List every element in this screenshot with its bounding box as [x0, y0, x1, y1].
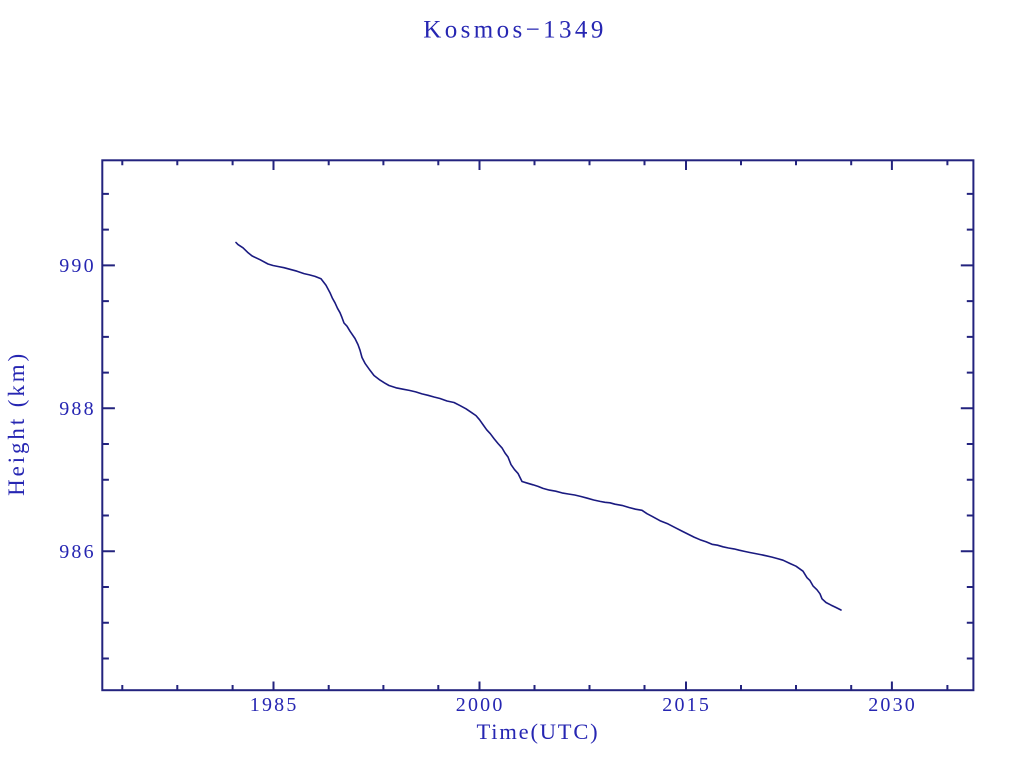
svg-text:2015: 2015: [662, 694, 711, 716]
svg-text:Time(UTC): Time(UTC): [477, 719, 600, 744]
svg-text:2000: 2000: [456, 694, 505, 716]
svg-text:2030: 2030: [868, 694, 917, 716]
svg-text:990: 990: [59, 255, 96, 277]
svg-text:Kosmos−1349: Kosmos−1349: [423, 16, 606, 43]
svg-text:Height (km): Height (km): [4, 351, 29, 496]
svg-text:1985: 1985: [250, 694, 299, 716]
svg-text:986: 986: [59, 541, 96, 563]
svg-text:988: 988: [59, 398, 96, 420]
